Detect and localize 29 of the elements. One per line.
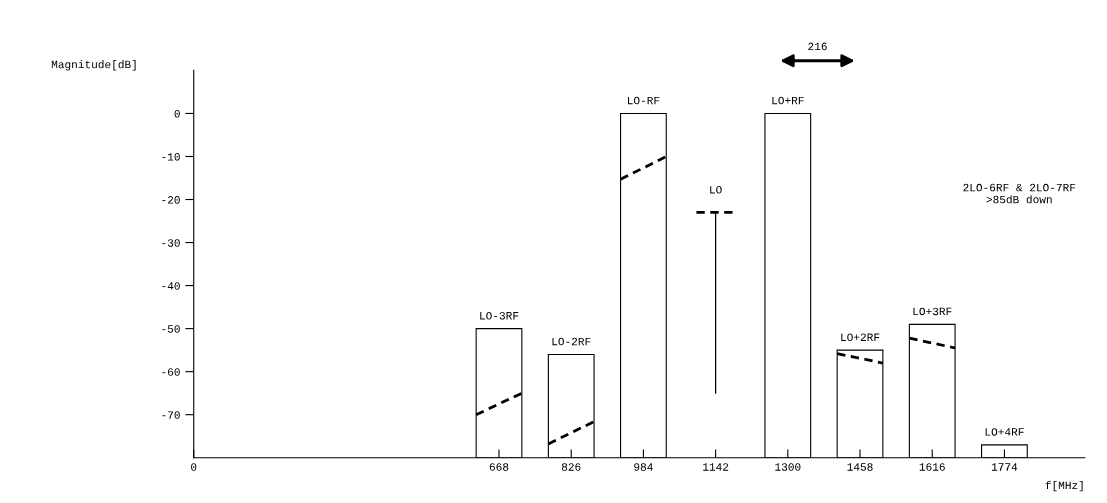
annotation: LO (710, 186, 722, 194)
annotation: LO+4RF (985, 428, 1024, 436)
annotation: LO-2RF (552, 337, 591, 346)
annotation: LO-3RF (480, 311, 519, 320)
text: 216 (808, 42, 827, 51)
y-tick-label: -60 (162, 368, 180, 376)
y-tick-label: -40 (162, 282, 180, 290)
y-tick-label: -20 (162, 196, 180, 204)
y-axis-title: Magnitude[dB] (51, 60, 136, 71)
x-tick-label: 1458 (847, 463, 873, 471)
y-tick-label: -10 (162, 153, 180, 161)
x-axis-title: f[MHz] (1045, 480, 1083, 492)
y-tick-label: -30 (162, 239, 180, 247)
x-tick-label: 1300 (775, 463, 801, 471)
x-tick-label: 1142 (703, 463, 729, 471)
y-tick-label: -70 (162, 411, 180, 419)
annotation: 2LO-6RF & 2LO-7RF >85dB down (963, 183, 1076, 204)
x-tick-label: 984 (634, 463, 653, 471)
annotation: LO-RF (628, 96, 660, 105)
x-tick-label: 668 (489, 463, 509, 471)
x-tick-label: 1774 (991, 463, 1018, 471)
annotation: LO+RF (772, 96, 804, 105)
x-tick-label: 826 (561, 463, 581, 471)
x-tick-label: 0 (191, 463, 197, 471)
x-tick-label: 1616 (919, 463, 945, 471)
annotation: LO+2RF (841, 333, 880, 341)
y-tick-label: -50 (162, 325, 180, 333)
annotation: LO+3RF (913, 307, 952, 316)
y-tick-label: 0 (174, 110, 180, 118)
